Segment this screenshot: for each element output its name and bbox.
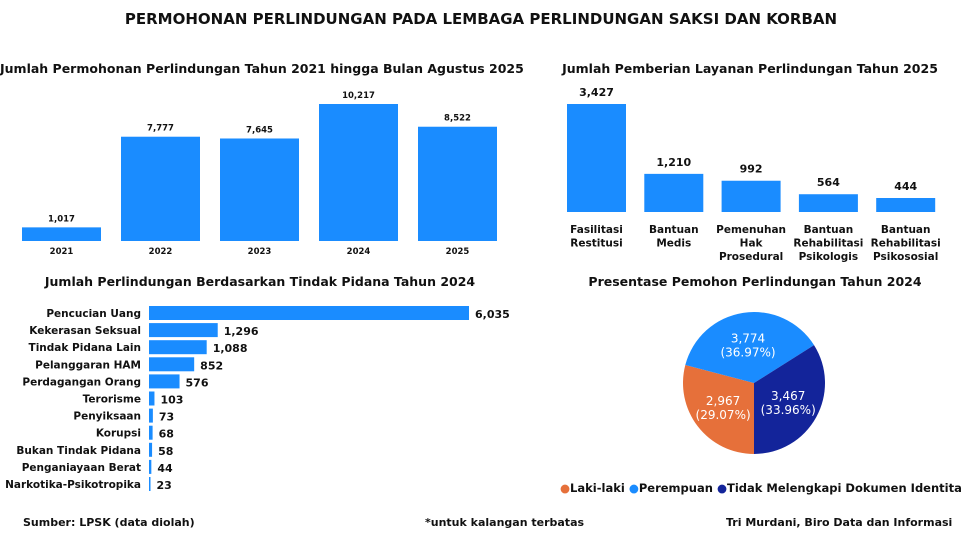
- pie-slice-2: [754, 345, 825, 454]
- bar-2024: [319, 104, 398, 241]
- pie-slice-1: [685, 311, 815, 383]
- crime-bar: [149, 408, 153, 423]
- bar-value-label: 1,296: [224, 325, 259, 338]
- bar-value-label: 992: [740, 163, 763, 176]
- crime-bar: [149, 459, 152, 474]
- bar-value-label: 1,017: [48, 214, 75, 224]
- x-tick-label: 2023: [248, 247, 272, 257]
- pie-value-label: 3,774: [731, 331, 765, 345]
- pie-pct-label: (33.96%): [761, 403, 816, 417]
- chart1-title: Jumlah Permohonan Perlindungan Tahun 202…: [0, 61, 524, 76]
- y-tick-label: Kekerasan Seksual: [29, 325, 141, 337]
- x-tick-label: 2022: [149, 247, 173, 257]
- x-tick-label: Bantuan: [649, 224, 699, 236]
- bar-2022: [121, 136, 200, 241]
- pie-pct-label: (36.97%): [720, 345, 775, 359]
- bar-value-label: 103: [160, 394, 183, 407]
- y-tick-label: Pencucian Uang: [46, 308, 141, 320]
- y-tick-label: Terorisme: [83, 394, 141, 406]
- bar-value-label: 68: [159, 428, 174, 441]
- pie-legend: ●Laki-laki ●Perempuan ●Tidak Melengkapi …: [560, 481, 962, 495]
- service-bar: [876, 198, 936, 212]
- x-tick-label: Bantuan: [804, 224, 854, 236]
- y-tick-label: Bukan Tindak Pidana: [16, 445, 141, 457]
- x-tick-label: Rehabilitasi: [871, 238, 941, 250]
- x-tick-label: Fasilitasi: [570, 224, 623, 236]
- bar-value-label: 852: [200, 359, 223, 372]
- bar-value-label: 3,427: [579, 86, 614, 99]
- bar-2023: [220, 138, 299, 241]
- pie-value-label: 2,967: [706, 394, 740, 408]
- x-tick-label: Restitusi: [570, 238, 622, 250]
- crime-bar: [149, 340, 207, 355]
- x-tick-label: Bantuan: [881, 224, 931, 236]
- bar-value-label: 564: [817, 176, 840, 189]
- bar-value-label: 1,210: [656, 156, 691, 169]
- bar-value-label: 576: [186, 376, 209, 389]
- y-tick-label: Tindak Pidana Lain: [29, 342, 141, 354]
- y-tick-label: Penganiayaan Berat: [22, 462, 141, 474]
- restricted-note: *untuk kalangan terbatas: [425, 516, 585, 529]
- x-tick-label: 2021: [50, 247, 74, 257]
- bar-value-label: 7,645: [246, 125, 273, 135]
- x-tick-label: 2025: [446, 247, 470, 257]
- pie-slice-0: [682, 365, 754, 454]
- pie-value-label: 3,467: [771, 389, 805, 403]
- crime-bar: [149, 391, 155, 406]
- x-tick-label: Medis: [656, 238, 691, 250]
- x-tick-label: Prosedural: [719, 251, 783, 263]
- x-tick-label: 2024: [347, 247, 371, 257]
- crime-bar: [149, 425, 153, 440]
- y-tick-label: Penyiksaan: [73, 411, 141, 423]
- bar-value-label: 7,777: [147, 124, 174, 134]
- bar-value-label: 44: [157, 462, 173, 475]
- service-bar: [567, 104, 626, 212]
- crime-bar: [149, 442, 153, 457]
- y-tick-label: Perdagangan Orang: [22, 376, 141, 388]
- legend-dot-laki: ●: [560, 481, 571, 495]
- bar-value-label: 444: [894, 180, 917, 193]
- chart2-title: Jumlah Pemberian Layanan Perlindungan Ta…: [562, 61, 938, 76]
- legend-dot-perempuan: ●: [628, 481, 639, 495]
- x-tick-label: Rehabilitasi: [793, 238, 863, 250]
- service-bar: [721, 180, 781, 212]
- chart4-title: Presentase Pemohon Perlindungan Tahun 20…: [588, 274, 922, 289]
- bar-2025: [418, 126, 497, 241]
- x-tick-label: Psikologis: [799, 251, 858, 263]
- x-tick-label: Psikososial: [873, 251, 938, 263]
- bar-value-label: 6,035: [475, 308, 510, 321]
- bar-value-label: 10,217: [342, 91, 375, 101]
- pie-pct-label: (29.07%): [696, 408, 751, 422]
- crime-bar: [149, 477, 151, 491]
- bar-value-label: 58: [158, 445, 173, 458]
- x-tick-label: Hak: [740, 238, 764, 250]
- x-tick-label: Pemenuhan: [716, 224, 786, 236]
- bar-value-label: 23: [157, 479, 172, 492]
- y-tick-label: Pelanggaran HAM: [35, 359, 141, 371]
- bar-value-label: 73: [159, 411, 174, 424]
- author-note: Tri Murdani, Biro Data dan Informasi: [726, 516, 953, 529]
- legend-dot-tidak: ●: [716, 481, 727, 495]
- chart3-title: Jumlah Perlindungan Berdasarkan Tindak P…: [44, 274, 476, 289]
- crime-bar: [149, 374, 180, 389]
- bar-value-label: 1,088: [213, 342, 248, 355]
- y-tick-label: Narkotika-Psikotropika: [5, 479, 141, 491]
- service-bar: [798, 194, 858, 212]
- legend-perempuan: Perempuan: [638, 481, 713, 495]
- y-tick-label: Korupsi: [96, 428, 141, 440]
- source-note: Sumber: LPSK (data diolah): [23, 516, 195, 529]
- crime-bar: [149, 306, 469, 320]
- crime-bar: [149, 323, 218, 338]
- legend-tidak: Tidak Melengkapi Dokumen Identitas: [726, 481, 962, 495]
- crime-bar: [149, 357, 195, 372]
- legend-laki: Laki-laki: [570, 481, 625, 495]
- bar-value-label: 8,522: [444, 114, 471, 124]
- page-title: PERMOHONAN PERLINDUNGAN PADA LEMBAGA PER…: [124, 10, 838, 28]
- bar-2021: [22, 227, 101, 241]
- service-bar: [644, 173, 704, 212]
